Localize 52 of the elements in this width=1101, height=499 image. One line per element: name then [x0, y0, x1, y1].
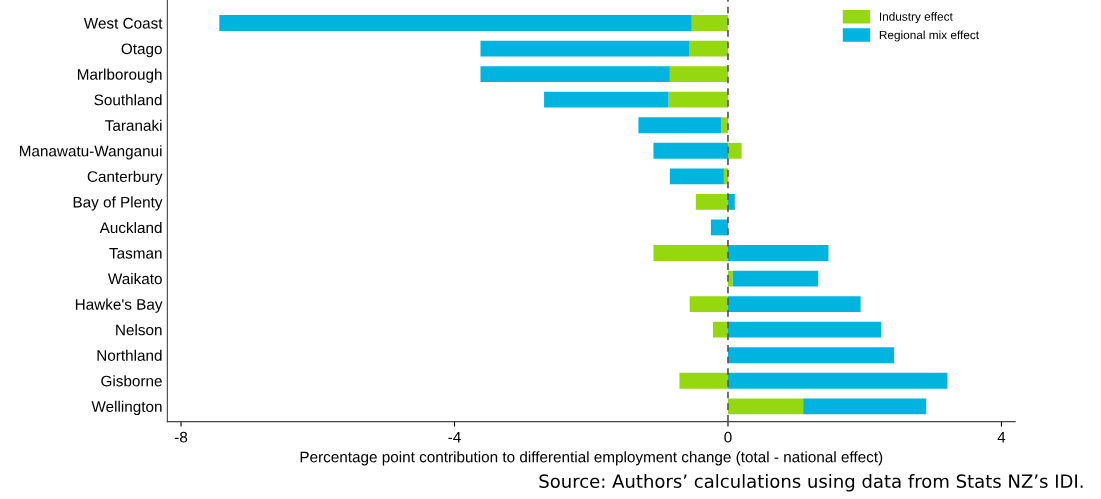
bar — [695, 193, 728, 210]
y-tick-label: Waikato — [107, 273, 162, 285]
y-tick-label: Marlborough — [77, 68, 162, 83]
bar — [803, 398, 927, 415]
x-tick-label: -8 — [174, 431, 188, 443]
x-tick-label: 4 — [997, 431, 1006, 443]
bar — [727, 398, 804, 415]
x-tick-label: 0 — [724, 431, 732, 443]
y-tick-label: Manawatu-Wanganui — [19, 145, 162, 160]
bar — [721, 117, 728, 134]
bar — [712, 321, 728, 338]
y-tick-label: Southland — [94, 94, 162, 106]
y-tick-label: Auckland — [99, 221, 162, 234]
bar — [480, 66, 670, 83]
bar — [653, 142, 728, 159]
bar — [653, 245, 728, 261]
y-tick-label: Otago — [121, 43, 162, 58]
bar — [668, 91, 728, 108]
bar — [691, 15, 728, 31]
y-tick-label: Gisborne — [101, 375, 162, 387]
bar — [638, 117, 722, 134]
y-tick-label: Canterbury — [87, 170, 163, 186]
bar — [669, 168, 724, 185]
y-tick-label: Nelson — [116, 324, 162, 336]
bar — [732, 270, 819, 287]
bar — [480, 40, 689, 57]
y-tick-label: Hawke's Bay — [75, 298, 163, 313]
y-tick-label: Wellington — [91, 400, 162, 416]
y-tick-label: Northland — [97, 349, 162, 361]
bar — [689, 40, 728, 57]
bar — [689, 296, 728, 313]
y-tick-label: Tasman — [109, 248, 162, 259]
y-tick-label: Taranaki — [105, 119, 162, 131]
bar — [669, 66, 728, 83]
bar — [727, 372, 948, 389]
source-note: Source: Authors’ calculations using data from Stats NZ’s IDI. — [539, 474, 1083, 492]
x-tick-label: -4 — [448, 431, 461, 443]
legend-label: Industry effect — [879, 12, 953, 24]
bar — [727, 142, 742, 159]
bar — [727, 347, 895, 364]
bar — [727, 296, 861, 313]
bar — [544, 91, 669, 108]
bar — [727, 321, 882, 338]
bar — [219, 15, 692, 31]
y-tick-label: Bay of Plenty — [73, 196, 163, 211]
bar — [710, 219, 728, 236]
bar — [727, 193, 735, 210]
bar — [679, 372, 728, 389]
bar — [727, 245, 829, 261]
x-axis-title: Percentage point contribution to differential employment change (total - national effect) — [300, 451, 883, 466]
y-tick-label: West Coast — [83, 17, 163, 29]
legend-label: Regional mix effect — [879, 30, 979, 42]
